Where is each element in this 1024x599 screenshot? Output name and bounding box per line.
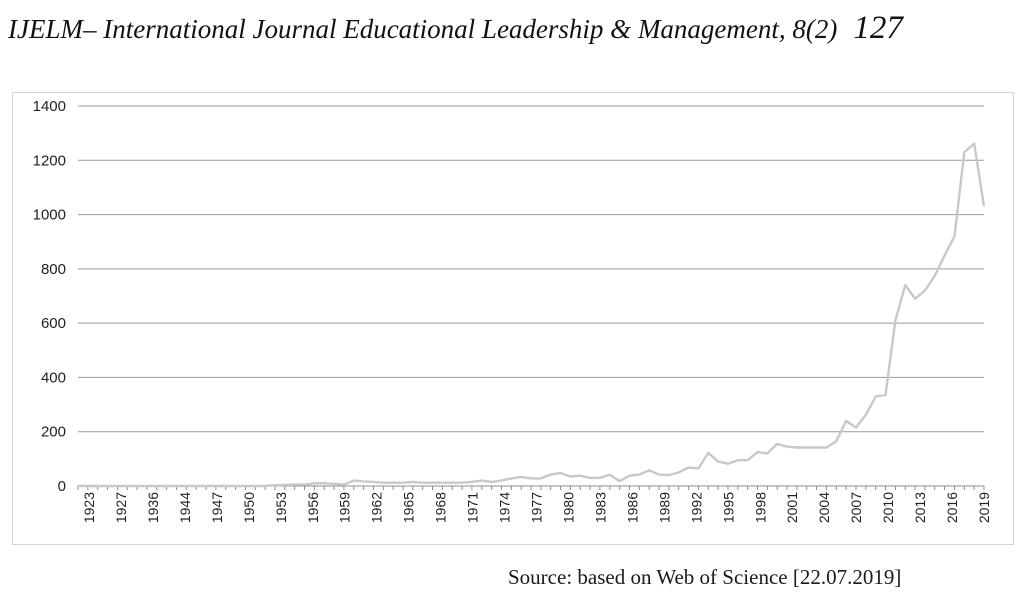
x-tick-label: 1962: [369, 492, 385, 523]
x-tick-label: 1959: [337, 492, 353, 523]
x-tick-label: 2013: [912, 492, 928, 523]
source-note: Source: based on Web of Science [22.07.2…: [508, 565, 902, 589]
x-tick-label: 1977: [529, 492, 545, 523]
journal-title: IJELM– International Journal Educational…: [8, 14, 838, 44]
x-tick-label: 1971: [465, 492, 481, 523]
y-tick-label: 0: [58, 478, 66, 495]
y-tick-label: 800: [41, 261, 66, 278]
x-tick-label: 1983: [592, 492, 608, 523]
x-tick-label: 1992: [688, 492, 704, 523]
x-tick-label: 1968: [433, 492, 449, 523]
journal-header: IJELM– International Journal Educational…: [8, 10, 903, 60]
x-tick-label: 1927: [113, 492, 129, 523]
x-tick-label: 1956: [305, 492, 321, 523]
x-tick-label: 1986: [624, 492, 640, 523]
x-tick-label: 2019: [976, 492, 992, 523]
x-tick-label: 1936: [145, 492, 161, 523]
y-tick-label: 1000: [33, 207, 66, 224]
x-tick-label: 1947: [209, 492, 225, 523]
y-tick-label: 200: [41, 424, 66, 441]
y-tick-label: 1400: [33, 98, 66, 115]
page-number: 127: [853, 10, 903, 46]
x-tick-label: 2010: [880, 492, 896, 523]
x-tick-label: 1923: [81, 492, 97, 523]
chart-frame: [12, 92, 1014, 545]
y-tick-label: 400: [41, 369, 66, 386]
y-tick-label: 600: [41, 315, 66, 332]
x-tick-label: 1980: [560, 492, 576, 523]
x-tick-label: 2004: [816, 492, 832, 523]
x-tick-label: 2007: [848, 492, 864, 523]
x-tick-label: 1989: [656, 492, 672, 523]
x-tick-label: 1998: [752, 492, 768, 523]
x-tick-label: 1995: [720, 492, 736, 523]
x-tick-label: 1944: [177, 492, 193, 523]
y-tick-label: 1200: [33, 152, 66, 169]
x-tick-label: 2001: [784, 492, 800, 523]
x-tick-label: 1974: [497, 492, 513, 523]
series-line: [78, 142, 986, 488]
x-tick-label: 1950: [241, 492, 257, 523]
x-tick-label: 2016: [944, 492, 960, 523]
x-tick-label: 1953: [273, 492, 289, 523]
x-tick-label: 1965: [401, 492, 417, 523]
